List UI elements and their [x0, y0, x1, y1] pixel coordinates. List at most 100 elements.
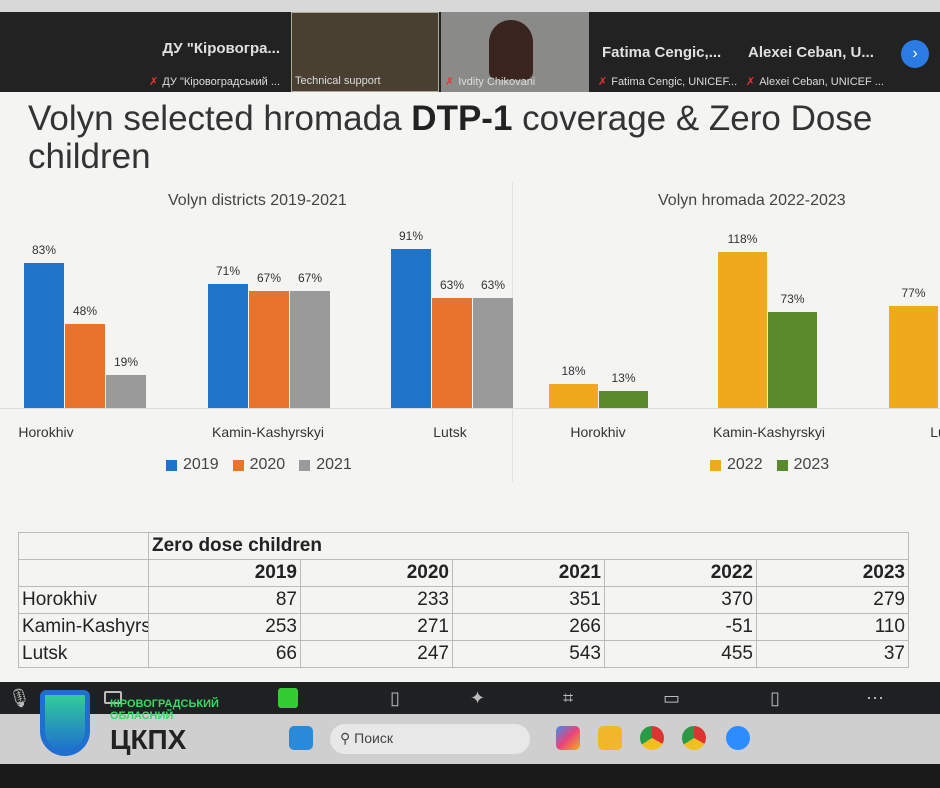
table-cell: -51 [604, 613, 757, 641]
participant-label: ДУ "Кіровоградський ... [162, 76, 280, 88]
bar-2020 [65, 324, 105, 408]
screen-top-edge [0, 0, 940, 12]
bar-2021 [106, 374, 146, 408]
bar-2019 [208, 283, 248, 408]
organization-logo: КІРОВОГРАДСЬКИЙ ОБЛАСНИЙ ЦКПХ [40, 690, 240, 760]
bar-2021 [290, 290, 330, 408]
table-title: Zero dose children [148, 532, 909, 560]
participant-label: Alexei Ceban, UNICEF ... [759, 76, 884, 88]
bar-2019 [391, 248, 431, 408]
bar-2022 [549, 384, 598, 408]
whiteboard-icon[interactable]: ▯ [770, 688, 780, 708]
category-label: Lutsk [433, 424, 467, 440]
slide-title: Volyn selected hromada DTP-1 coverage & … [28, 99, 873, 176]
copilot-icon[interactable] [556, 726, 580, 750]
search-icon: ⚲ [340, 730, 355, 746]
legend: 2022 2023 [710, 456, 837, 474]
legend-swatch [710, 459, 721, 471]
table-cell: 279 [756, 586, 909, 614]
data-label: 118% [727, 232, 758, 247]
table-cell: 266 [452, 613, 605, 641]
bar-2023 [768, 311, 817, 408]
table-cell: 271 [300, 613, 453, 641]
data-label: 83% [31, 242, 57, 257]
table-title-row: Zero dose children [18, 532, 909, 560]
taskbar-search[interactable]: ⚲ Поиск [330, 724, 530, 754]
more-icon[interactable]: ⋯ [866, 688, 884, 708]
data-label: 67% [297, 270, 323, 285]
category-label: Kamin-Kashyrskyi [712, 424, 826, 440]
row-header: Kamin-Kashyrskyi [18, 613, 149, 641]
table-header-row: 2019 2020 2021 2022 2023 [18, 559, 909, 587]
data-label: 63% [439, 277, 465, 292]
table-cell: 110 [756, 613, 909, 641]
column-header: 2021 [452, 559, 605, 587]
table-cell: 543 [452, 640, 605, 668]
chart-title: Volyn hromada 2022-2023 [658, 192, 846, 209]
video-icon[interactable] [104, 691, 122, 704]
participant-name: Fatima Cengic,... [602, 44, 722, 61]
category-label: Lu [930, 424, 940, 440]
bar-2020 [432, 297, 472, 408]
share-screen-icon[interactable] [278, 688, 298, 708]
table-corner-cell [18, 532, 149, 560]
bar-2023 [599, 390, 648, 408]
chrome-icon[interactable] [640, 726, 664, 750]
zero-dose-table: Zero dose children 2019 2020 2021 2022 2023 Ho… [18, 532, 909, 668]
chrome-profile-icon[interactable] [682, 726, 706, 750]
bar-2022 [718, 252, 767, 408]
participant-video-technical-support[interactable]: Technical support [291, 12, 439, 92]
row-header: Horokhiv [18, 586, 149, 614]
mic-muted-icon: ✗ [598, 76, 608, 88]
ai-companion-icon[interactable]: ✦ [470, 688, 486, 708]
table-row: Lutsk 66 247 543 455 37 [18, 640, 909, 668]
participant-video-ivdity[interactable]: ✗ Ivdity Chikovani [441, 12, 589, 92]
table-cell: 247 [300, 640, 453, 668]
axis-baseline [0, 408, 940, 409]
data-label: 71% [215, 263, 241, 278]
participant-label: Technical support [295, 75, 381, 87]
participant-tile[interactable]: ДУ "Кіровогра... ✗ ДУ "Кіровоградський ..… [0, 12, 290, 92]
legend-swatch [166, 459, 177, 471]
table-cell: 233 [300, 586, 453, 614]
legend-label: 2019 [183, 456, 219, 473]
mic-muted-icon: ✗ [149, 76, 159, 88]
data-label: 18% [561, 364, 586, 379]
table-cell: 87 [148, 586, 301, 614]
table-cell: 37 [756, 640, 909, 668]
meeting-controls: 🎙 ▯ ✦ ⌗ ▭ ▯ ⋯ [0, 682, 940, 714]
taskbar: ⚲ Поиск [0, 714, 940, 764]
category-label: Horokhiv [570, 424, 626, 440]
notes-icon[interactable]: ▯ [390, 688, 400, 708]
mute-icon[interactable]: 🎙 [8, 688, 31, 708]
logo-name: ЦКПХ [110, 724, 187, 755]
category-label: Horokhiv [18, 424, 74, 440]
column-header: 2019 [148, 559, 301, 587]
start-icon[interactable] [289, 726, 313, 750]
data-label: 13% [611, 370, 636, 385]
data-label: 77% [901, 286, 926, 301]
zoom-app-icon[interactable] [726, 726, 750, 750]
category-label: Kamin-Kashyrskyi [211, 424, 325, 440]
participant-tile[interactable]: Fatima Cengic,... ✗ Fatima Cengic, UNICEF… [592, 12, 742, 92]
mic-muted-icon: ✗ [445, 76, 455, 88]
legend-swatch [776, 459, 788, 471]
chevron-right-icon[interactable]: › [901, 40, 929, 68]
table-cell: 455 [604, 640, 757, 668]
bar-2021 [473, 297, 513, 408]
participant-tile[interactable]: Alexei Ceban, U... ✗ Alexei Ceban, UNICEF… [740, 12, 890, 92]
mic-muted-icon: ✗ [746, 76, 756, 88]
column-header: 2020 [300, 559, 453, 587]
bar-2020 [249, 290, 289, 408]
legend: 2019 2020 2021 [166, 456, 360, 474]
view-icon[interactable]: ▭ [663, 688, 681, 708]
apps-icon[interactable]: ⌗ [563, 688, 574, 708]
row-header: Lutsk [18, 640, 149, 668]
column-header: 2023 [756, 559, 909, 587]
legend-label: 2022 [727, 456, 763, 473]
legend-label: 2020 [249, 456, 286, 473]
table-cell: 66 [148, 640, 301, 668]
file-explorer-icon[interactable] [598, 726, 622, 750]
table-cell: 370 [604, 586, 757, 614]
